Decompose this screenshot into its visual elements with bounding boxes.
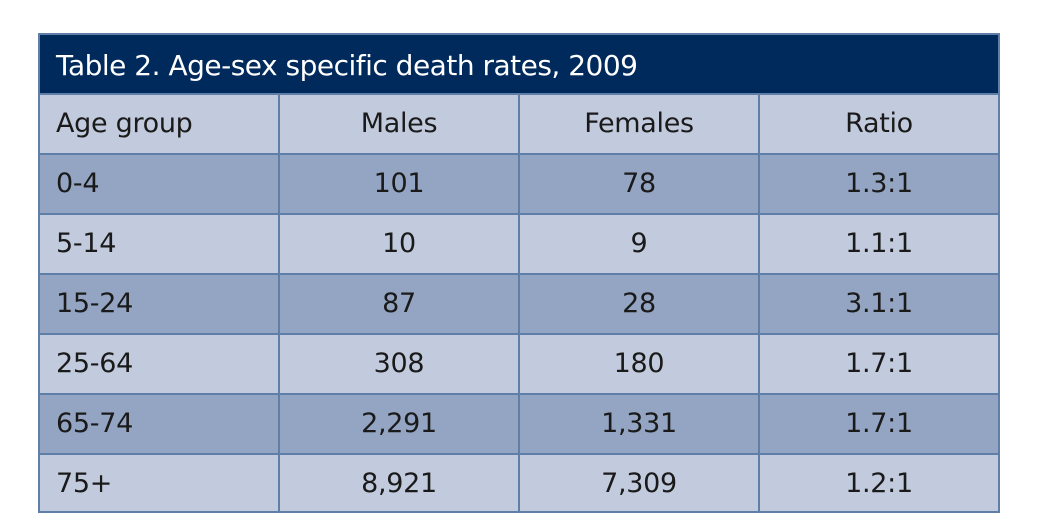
cell-males: 101	[280, 155, 520, 213]
cell-ratio: 1.2:1	[845, 468, 913, 499]
cell-males: 10	[280, 215, 520, 273]
cell-females: 9	[520, 215, 760, 273]
table-row: 15-24 87 28 3.1:1	[40, 275, 998, 335]
header-males: Males	[280, 95, 520, 153]
header-age-group: Age group	[40, 95, 280, 153]
cell-ratio: 1.3:1	[845, 168, 913, 199]
cell-age-group: 75+	[40, 455, 280, 511]
cell-males: 2,291	[280, 395, 520, 453]
cell-females: 28	[520, 275, 760, 333]
cell-ratio: 1.7:1	[845, 348, 913, 379]
cell-age-group: 65-74	[40, 395, 280, 453]
cell-females: 180	[520, 335, 760, 393]
table-number: Table 2.	[56, 49, 161, 82]
cell-males: 8,921	[280, 455, 520, 511]
cell-age-group: 25-64	[40, 335, 280, 393]
death-rates-table: Table 2. Age-sex specific death rates, 2…	[38, 33, 1000, 513]
table-row: 5-14 10 9 1.1:1	[40, 215, 998, 275]
cell-age-group: 0-4	[40, 155, 280, 213]
cell-ratio: 1.1:1	[845, 228, 913, 259]
cell-ratio: 1.7:1	[845, 408, 913, 439]
cell-females: 7,309	[520, 455, 760, 511]
cell-males: 308	[280, 335, 520, 393]
table-caption: Age-sex specific death rates, 2009	[168, 49, 638, 82]
table-title: Table 2. Age-sex specific death rates, 2…	[40, 35, 998, 95]
table-row: 65-74 2,291 1,331 1.7:1	[40, 395, 998, 455]
header-females: Females	[520, 95, 760, 153]
header-ratio: Ratio	[845, 108, 913, 139]
cell-age-group: 5-14	[40, 215, 280, 273]
cell-females: 1,331	[520, 395, 760, 453]
cell-males: 87	[280, 275, 520, 333]
table-row: 75+ 8,921 7,309 1.2:1	[40, 455, 998, 511]
cell-females: 78	[520, 155, 760, 213]
table-row: 25-64 308 180 1.7:1	[40, 335, 998, 395]
cell-age-group: 15-24	[40, 275, 280, 333]
cell-ratio: 3.1:1	[845, 288, 913, 319]
table-row: 0-4 101 78 1.3:1	[40, 155, 998, 215]
header-row: Age group Males Females Ratio	[40, 95, 998, 155]
